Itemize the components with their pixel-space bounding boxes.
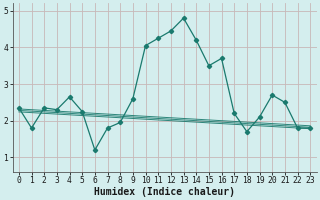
X-axis label: Humidex (Indice chaleur): Humidex (Indice chaleur) <box>94 186 235 197</box>
